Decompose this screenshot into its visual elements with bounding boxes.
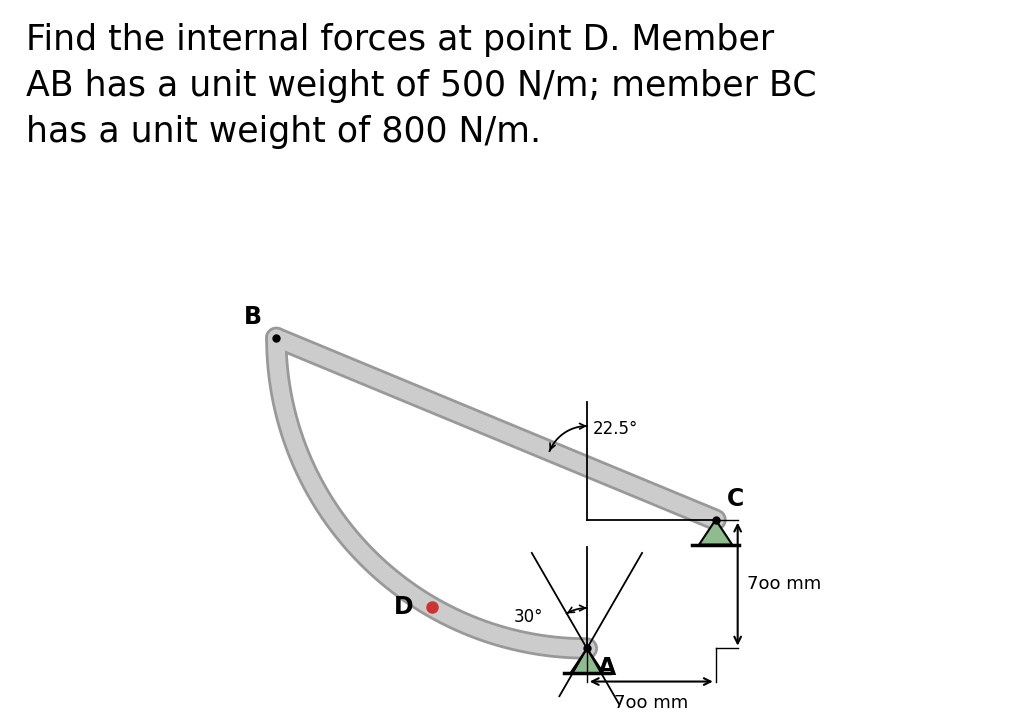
Text: Find the internal forces at point D. Member
AB has a unit weight of 500 N/m; mem: Find the internal forces at point D. Mem…: [26, 23, 816, 149]
Polygon shape: [571, 649, 604, 673]
Text: 30°: 30°: [514, 608, 543, 626]
Text: B: B: [243, 305, 262, 328]
Text: C: C: [726, 487, 744, 510]
Text: 7oo mm: 7oo mm: [747, 575, 822, 593]
Text: 22.5°: 22.5°: [593, 420, 638, 438]
Text: D: D: [394, 595, 413, 619]
Polygon shape: [699, 520, 732, 544]
Text: A: A: [598, 656, 616, 680]
Text: 7oo mm: 7oo mm: [614, 694, 688, 712]
